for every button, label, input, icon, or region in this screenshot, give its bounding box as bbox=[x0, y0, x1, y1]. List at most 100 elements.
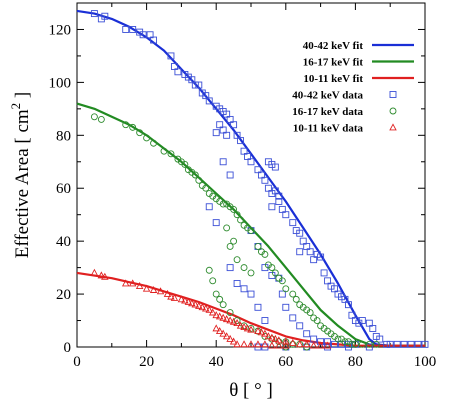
data-point bbox=[181, 296, 189, 304]
data-point bbox=[212, 290, 220, 298]
data-point bbox=[407, 340, 415, 348]
data-point bbox=[341, 295, 349, 303]
data-point bbox=[278, 290, 286, 298]
data-point bbox=[236, 321, 245, 329]
data-point bbox=[230, 121, 238, 129]
data-point bbox=[237, 216, 245, 224]
data-point bbox=[247, 158, 255, 166]
data-point bbox=[316, 341, 325, 349]
data-point bbox=[219, 200, 227, 208]
data-point bbox=[237, 137, 245, 145]
legend-label: 40-42 keV data bbox=[292, 90, 363, 102]
data-point bbox=[195, 301, 203, 309]
y-tick-label: 60 bbox=[56, 181, 71, 197]
y-tick-label: 80 bbox=[56, 128, 71, 144]
data-point bbox=[303, 242, 311, 250]
data-point bbox=[261, 176, 269, 184]
data-point bbox=[226, 171, 234, 179]
data-point bbox=[198, 303, 207, 311]
data-point bbox=[257, 328, 266, 336]
data-point bbox=[344, 301, 352, 309]
y-tick-label: 20 bbox=[56, 287, 71, 303]
data-point bbox=[351, 340, 359, 348]
data-point bbox=[372, 340, 380, 348]
data-point bbox=[254, 326, 262, 334]
data-point bbox=[289, 314, 297, 322]
data-point bbox=[268, 190, 276, 197]
data-point bbox=[233, 317, 241, 324]
data-point bbox=[97, 271, 106, 279]
data-point bbox=[208, 308, 217, 316]
x-tick-label: 20 bbox=[139, 354, 154, 370]
data-point bbox=[254, 303, 262, 311]
data-point bbox=[282, 211, 290, 219]
data-point bbox=[191, 300, 200, 308]
data-point bbox=[142, 284, 151, 292]
data-point bbox=[226, 309, 234, 317]
series-1-points bbox=[90, 113, 380, 351]
data-point bbox=[219, 301, 227, 309]
data-point bbox=[219, 329, 227, 337]
data-point bbox=[240, 147, 248, 155]
data-point bbox=[174, 68, 182, 76]
data-point bbox=[223, 224, 231, 232]
data-point bbox=[386, 340, 394, 348]
data-point bbox=[365, 319, 373, 327]
legend-label: 10-11 keV fit bbox=[303, 73, 363, 85]
data-point bbox=[334, 335, 342, 343]
data-point bbox=[383, 340, 391, 348]
data-point bbox=[167, 150, 175, 158]
data-point bbox=[121, 279, 130, 287]
data-point bbox=[324, 343, 332, 351]
data-point bbox=[317, 338, 325, 346]
data-point bbox=[139, 31, 147, 39]
data-point bbox=[268, 341, 276, 349]
data-point bbox=[278, 277, 286, 285]
data-point bbox=[195, 176, 203, 184]
data-point bbox=[268, 203, 276, 211]
data-point bbox=[216, 121, 224, 129]
y-axis-label-superscript: 2 bbox=[8, 103, 23, 110]
data-point bbox=[348, 311, 356, 319]
legend-label: 16-17 keV fit bbox=[303, 57, 364, 69]
data-point bbox=[247, 325, 255, 332]
axis-ticks bbox=[76, 2, 426, 348]
data-point bbox=[268, 264, 276, 272]
data-point bbox=[143, 134, 151, 142]
data-point bbox=[223, 110, 231, 118]
data-point bbox=[240, 285, 248, 293]
fit-curve-2 bbox=[76, 271, 425, 347]
fit-curve-0 bbox=[76, 9, 425, 347]
data-point bbox=[289, 338, 297, 346]
data-point bbox=[289, 340, 297, 348]
plot-frame bbox=[76, 2, 426, 348]
data-point bbox=[219, 313, 227, 321]
x-tick-label: 0 bbox=[73, 354, 81, 370]
data-point bbox=[261, 340, 269, 348]
y-axis-label: Effective Area [ cm2 ] bbox=[8, 92, 33, 259]
data-point bbox=[202, 304, 210, 312]
data-point bbox=[212, 324, 220, 332]
data-point bbox=[128, 279, 137, 287]
data-point bbox=[247, 227, 255, 235]
data-point bbox=[264, 332, 273, 340]
legend-label: 40-42 keV fit bbox=[303, 40, 364, 52]
data-point bbox=[205, 97, 213, 105]
data-point bbox=[226, 242, 234, 250]
data-point bbox=[212, 311, 220, 319]
data-point bbox=[163, 289, 172, 297]
data-point bbox=[101, 12, 109, 20]
fit-curve-1 bbox=[76, 102, 425, 347]
data-point bbox=[170, 63, 178, 70]
data-point bbox=[195, 81, 203, 89]
data-point bbox=[229, 317, 238, 325]
y-tick-label: 100 bbox=[49, 75, 72, 91]
data-point bbox=[101, 272, 109, 280]
data-point bbox=[324, 277, 332, 285]
data-point bbox=[230, 205, 238, 213]
legend-marker-swatch bbox=[389, 107, 397, 115]
data-point bbox=[240, 340, 248, 348]
data-point bbox=[306, 309, 314, 317]
data-point bbox=[400, 340, 408, 348]
data-point bbox=[257, 171, 265, 179]
